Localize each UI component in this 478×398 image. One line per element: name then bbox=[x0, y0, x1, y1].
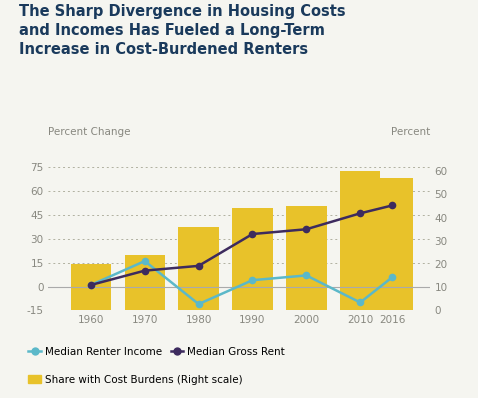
Bar bbox=[340, 171, 380, 310]
Text: Percent Change: Percent Change bbox=[48, 127, 130, 137]
Bar bbox=[178, 227, 219, 310]
Bar bbox=[71, 264, 111, 310]
Bar bbox=[232, 208, 272, 310]
Bar bbox=[125, 255, 165, 310]
Text: The Sharp Divergence in Housing Costs
and Incomes Has Fueled a Long-Term
Increas: The Sharp Divergence in Housing Costs an… bbox=[19, 4, 346, 57]
Text: Percent: Percent bbox=[391, 127, 430, 137]
Legend: Share with Cost Burdens (Right scale): Share with Cost Burdens (Right scale) bbox=[24, 371, 247, 389]
Legend: Median Renter Income, Median Gross Rent: Median Renter Income, Median Gross Rent bbox=[24, 343, 289, 361]
Bar bbox=[286, 206, 326, 310]
Bar bbox=[372, 178, 413, 310]
